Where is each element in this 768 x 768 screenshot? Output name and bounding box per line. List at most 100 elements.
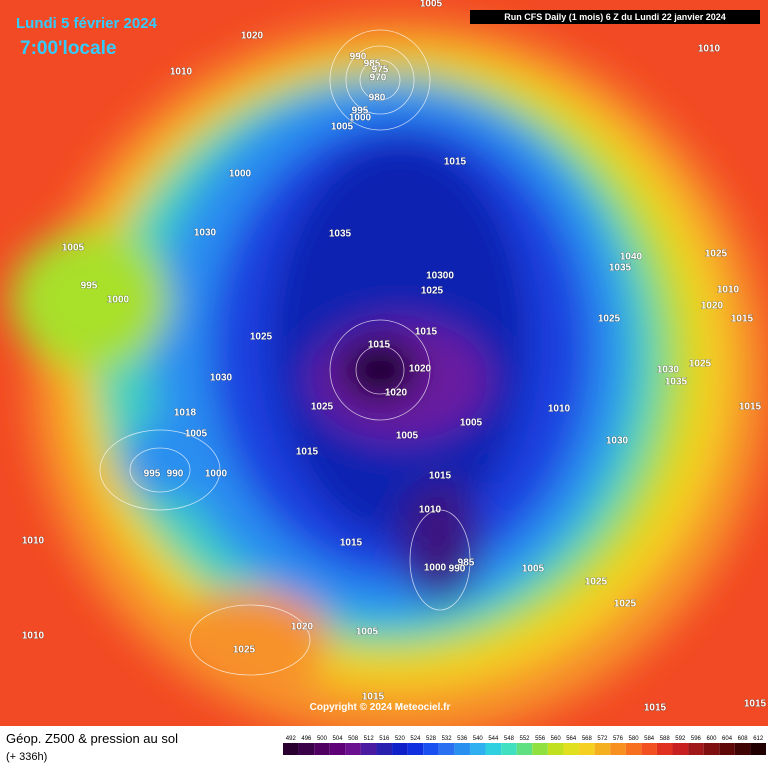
pressure-label: 10300 (426, 271, 454, 282)
pressure-label: 1015 (744, 699, 767, 710)
pressure-label: 1035 (609, 263, 632, 274)
legend-label: 548 (504, 736, 515, 742)
legend-label: 572 (597, 736, 608, 742)
legend-label: 592 (675, 736, 686, 742)
legend-label: 516 (379, 736, 390, 742)
pressure-label: 995 (144, 469, 161, 480)
pressure-label: 1020 (291, 622, 314, 633)
pressure-label: 1000 (205, 469, 228, 480)
legend-swatch (469, 743, 486, 755)
pressure-label: 985 (364, 59, 381, 70)
legend-swatch (594, 743, 611, 755)
pressure-label: 1010 (419, 505, 442, 516)
legend-swatch (376, 743, 393, 755)
pressure-label: 1020 (409, 364, 432, 375)
pressure-label: 1010 (548, 404, 571, 415)
pressure-label: 1025 (598, 314, 621, 325)
pressure-label: 1035 (329, 229, 352, 240)
legend-label: 564 (566, 736, 577, 742)
pressure-label: 1015 (731, 314, 754, 325)
legend-label: 556 (535, 736, 546, 742)
pressure-label: 970 (370, 73, 387, 84)
legend-label: 524 (410, 736, 421, 742)
legend-label: 528 (426, 736, 437, 742)
pressure-label: 990 (167, 469, 184, 480)
pressure-label: 1015 (296, 447, 319, 458)
pressure-label: 990 (449, 564, 466, 575)
legend-label: 500 (317, 736, 328, 742)
legend-swatch (360, 743, 377, 755)
legend-swatch (734, 743, 751, 755)
pressure-label: 1025 (585, 577, 608, 588)
pressure-label: 1000 (107, 295, 130, 306)
legend-label: 536 (457, 736, 468, 742)
pressure-label: 1010 (22, 631, 45, 642)
pressure-label: 1020 (241, 31, 264, 42)
legend-swatch (407, 743, 424, 755)
legend-swatch (345, 743, 361, 755)
legend-label: 508 (348, 736, 359, 742)
pressure-label: 1005 (460, 418, 483, 429)
legend-swatch (610, 743, 626, 755)
date: Lundi 5 février 2024 (16, 15, 158, 32)
pressure-label: 1015 (644, 703, 667, 714)
pressure-label: 1005 (331, 122, 354, 133)
legend-label: 496 (301, 736, 312, 742)
legend-swatch (641, 743, 657, 755)
legend-swatch (563, 743, 580, 755)
pressure-label: 995 (352, 106, 369, 117)
legend-swatch (438, 743, 455, 755)
pressure-label: 1025 (250, 332, 273, 343)
legend-swatch (298, 743, 315, 755)
pressure-label: 1015 (444, 157, 467, 168)
legend-label: 588 (660, 736, 671, 742)
pressure-label: 995 (81, 281, 98, 292)
legend-swatch (501, 743, 517, 755)
legend-label: 560 (551, 736, 562, 742)
pressure-label: 1010 (22, 536, 45, 547)
legend-swatch (579, 743, 595, 755)
pressure-label: 1000 (229, 169, 252, 180)
pressure-label: 1030 (194, 228, 217, 239)
legend-label: 492 (286, 736, 297, 742)
legend-swatch (703, 743, 720, 755)
pressure-label: 1010 (717, 285, 740, 296)
pressure-label: 1005 (396, 431, 419, 442)
pressure-labels: 1005102010101010990985975970980995100010… (21, 0, 767, 714)
legend-label: 520 (395, 736, 406, 742)
footer-lead: (+ 336h) (6, 751, 47, 763)
pressure-label: 1040 (620, 252, 643, 263)
pressure-label: 1005 (420, 0, 443, 10)
legend-label: 600 (706, 736, 717, 742)
legend-swatch (454, 743, 470, 755)
pressure-label: 1025 (233, 645, 256, 656)
legend-label: 612 (753, 736, 764, 742)
legend-swatch (688, 743, 704, 755)
pressure-label: 1005 (356, 627, 379, 638)
legend-swatch (329, 743, 346, 755)
legend-swatch (423, 743, 439, 755)
color-legend: 492 496 500 504 508 512 516 520 524 528 532 536 540 5… (283, 736, 766, 755)
copyright: Copyright © 2024 Meteociel.fr (310, 702, 451, 713)
legend-swatch (625, 743, 642, 755)
legend-swatch (532, 743, 548, 755)
pressure-label: 1020 (385, 388, 408, 399)
run-banner (470, 10, 760, 24)
legend-swatch (314, 743, 330, 755)
pressure-label: 1005 (185, 429, 208, 440)
pressure-label: 1025 (421, 286, 444, 297)
pressure-label: 1015 (340, 538, 363, 549)
pressure-label: 1025 (689, 359, 712, 370)
legend-swatch (719, 743, 735, 755)
legend-swatch (516, 743, 533, 755)
pressure-label: 1035 (665, 377, 688, 388)
legend-label: 540 (473, 736, 484, 742)
time: 7:00'locale (20, 38, 116, 59)
run-info: Run CFS Daily (1 mois) 6 Z du Lundi 22 j… (504, 12, 726, 22)
legend-swatch (672, 743, 689, 755)
pressure-label: 1000 (424, 563, 447, 574)
map (0, 0, 768, 740)
legend-label: 576 (613, 736, 624, 742)
legend-label: 584 (644, 736, 655, 742)
